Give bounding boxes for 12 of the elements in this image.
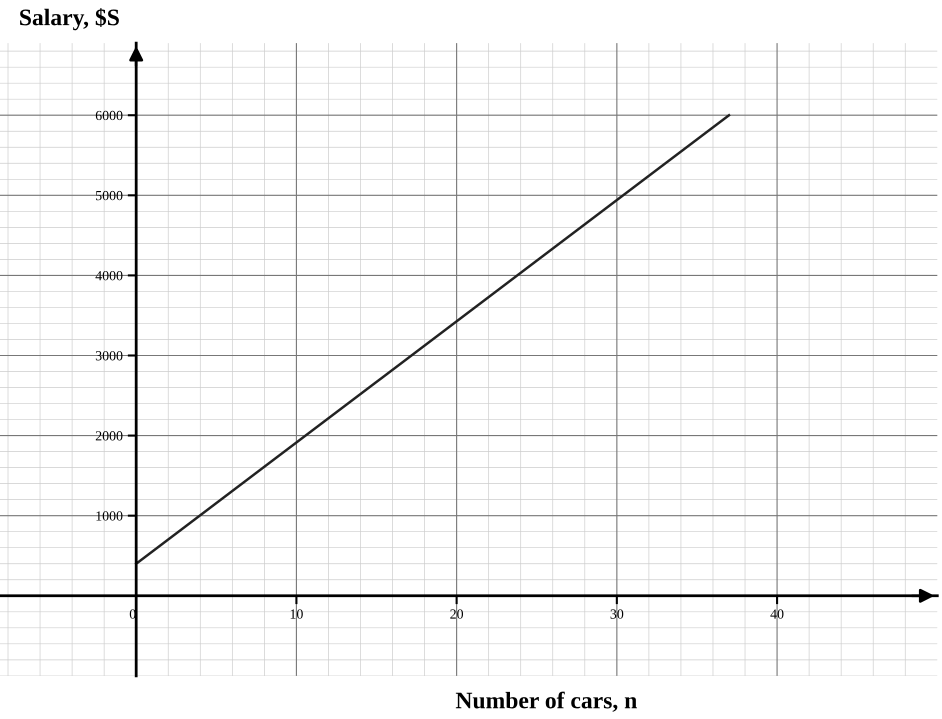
- y-axis-title: Salary, $S: [20, 8, 119, 30]
- y-tick-label: 4000: [95, 270, 122, 280]
- y-tick-label: 5000: [96, 190, 122, 200]
- y-tick-label: 2000: [96, 431, 122, 441]
- y-tick-label: 1000: [96, 511, 122, 521]
- x-axis-title: Number of cars, n: [456, 692, 637, 712]
- y-tick-label: 3000: [96, 351, 122, 360]
- x-tick-label: 30: [610, 609, 624, 619]
- y-tick-label: 6000: [96, 110, 122, 120]
- x-tick-label: 20: [450, 609, 464, 619]
- x-tick-label: 40: [770, 609, 784, 619]
- x-tick-label: 10: [290, 609, 303, 619]
